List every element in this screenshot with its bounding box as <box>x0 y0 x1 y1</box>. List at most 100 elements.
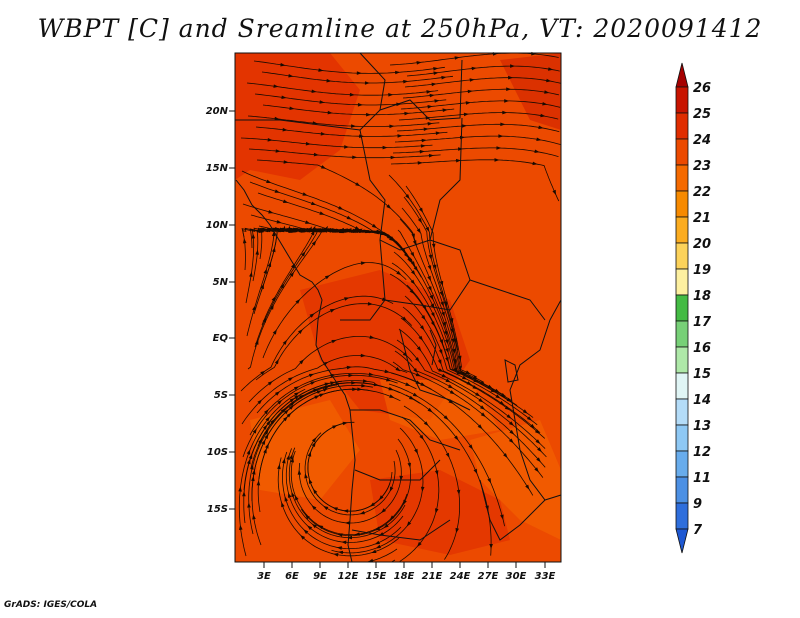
streamline-arrow <box>298 329 303 334</box>
streamline-arrow <box>346 215 352 220</box>
streamline-arrow <box>320 165 327 169</box>
streamline-arrow <box>352 155 358 159</box>
streamline-arrow <box>390 155 396 160</box>
streamline-arrow <box>487 478 491 484</box>
lat-label-15s: 15S <box>207 504 228 515</box>
colorbar-swatch <box>675 502 689 530</box>
colorbar-label: 13 <box>693 419 711 434</box>
streamline-arrow <box>453 367 458 374</box>
streamline-arrow <box>525 484 530 490</box>
streamline-arrow <box>443 415 449 420</box>
streamline <box>250 382 400 469</box>
longitude-axis: 3E 6E 9E 12E 15E 18E 21E 24E 27E 30E 33E <box>257 562 556 582</box>
streamline-arrow <box>272 247 276 253</box>
streamline-arrow <box>322 388 329 392</box>
streamline-arrow <box>343 509 349 513</box>
streamline-arrow <box>412 240 417 246</box>
streamline <box>290 450 408 536</box>
streamline <box>248 336 413 403</box>
streamline-arrow <box>406 521 412 527</box>
streamline-arrow <box>301 251 306 257</box>
streamline-arrow <box>344 521 350 525</box>
streamline-arrow <box>429 93 435 98</box>
streamline <box>277 457 400 557</box>
streamline <box>261 71 454 84</box>
streamline-arrow <box>404 252 409 258</box>
colorbar-swatch <box>675 424 689 452</box>
streamline <box>406 284 534 418</box>
streamline-arrow <box>261 439 266 445</box>
streamline-arrow <box>389 124 395 129</box>
streamline-arrow <box>389 394 395 398</box>
streamline-arrow <box>461 124 467 128</box>
streamline-arrow <box>280 283 285 289</box>
streamline <box>247 115 440 127</box>
lat-label-5n: 5N <box>213 277 229 288</box>
streamline-arrow <box>427 265 432 271</box>
lon-tick: 24E <box>450 562 471 582</box>
streamline-arrow <box>494 388 500 393</box>
streamline-arrow <box>352 387 358 392</box>
streamline-arrow <box>311 240 317 246</box>
streamline-arrow <box>468 444 473 450</box>
streamline-arrow <box>247 502 251 508</box>
streamline <box>288 447 406 539</box>
lon-tick: 3E <box>257 562 271 582</box>
streamline-arrow <box>480 405 486 410</box>
streamline-arrow <box>381 508 386 513</box>
streamline-arrow <box>439 339 443 345</box>
streamline-arrow <box>305 220 311 224</box>
streamline-arrow <box>412 392 419 397</box>
colorbar-top-arrow <box>675 62 689 88</box>
streamline-arrow <box>338 206 344 210</box>
colorbar-label: 18 <box>693 289 711 304</box>
streamline-arrow <box>355 182 361 187</box>
streamline-arrow <box>341 540 347 545</box>
streamline-arrow <box>431 243 436 249</box>
streamline-arrow <box>277 463 281 470</box>
streamline-arrow <box>500 122 506 127</box>
lat-tick: 15S <box>207 504 235 515</box>
streamline-arrow <box>410 261 416 267</box>
lon-label-3e: 3E <box>257 571 271 582</box>
streamline-arrow <box>443 301 448 307</box>
streamline-arrow <box>478 398 484 403</box>
streamline <box>304 432 396 516</box>
streamline-arrow <box>326 78 332 83</box>
streamline-arrow <box>427 122 433 126</box>
streamline-arrow <box>414 448 418 454</box>
streamline-arrow <box>331 339 337 344</box>
streamline-arrow <box>452 358 457 365</box>
streamline-arrow <box>465 370 471 375</box>
streamline-arrow <box>344 145 350 149</box>
streamline-arrow <box>290 457 294 463</box>
warm-region-east <box>500 53 561 130</box>
streamline-arrow <box>346 365 352 370</box>
streamline-arrow <box>313 388 319 393</box>
streamline-arrow <box>274 227 280 231</box>
colorbar-label: 11 <box>693 471 711 486</box>
streamline-arrow <box>307 228 313 233</box>
colorbar-swatch <box>675 346 689 374</box>
streamline-arrow <box>310 381 316 385</box>
streamline-arrow <box>416 61 422 65</box>
streamline-arrow <box>489 544 493 549</box>
border-line-10 <box>479 479 546 541</box>
streamline-arrow <box>246 449 251 455</box>
streamline-arrow <box>349 92 355 97</box>
streamline-arrow <box>327 110 333 115</box>
border-line-9 <box>354 459 441 481</box>
streamline-arrow <box>499 400 505 406</box>
streamline-arrow <box>416 346 422 352</box>
streamline <box>241 355 408 425</box>
streamline-arrow <box>399 475 403 481</box>
streamline-arrow <box>405 194 410 200</box>
streamline-arrow <box>282 339 288 345</box>
streamline-arrow <box>252 305 256 311</box>
streamline-arrow <box>405 382 411 386</box>
streamline-arrow <box>448 399 454 404</box>
streamline-arrow <box>421 138 427 143</box>
streamline-arrow <box>337 533 343 537</box>
streamline-arrow <box>252 469 256 475</box>
